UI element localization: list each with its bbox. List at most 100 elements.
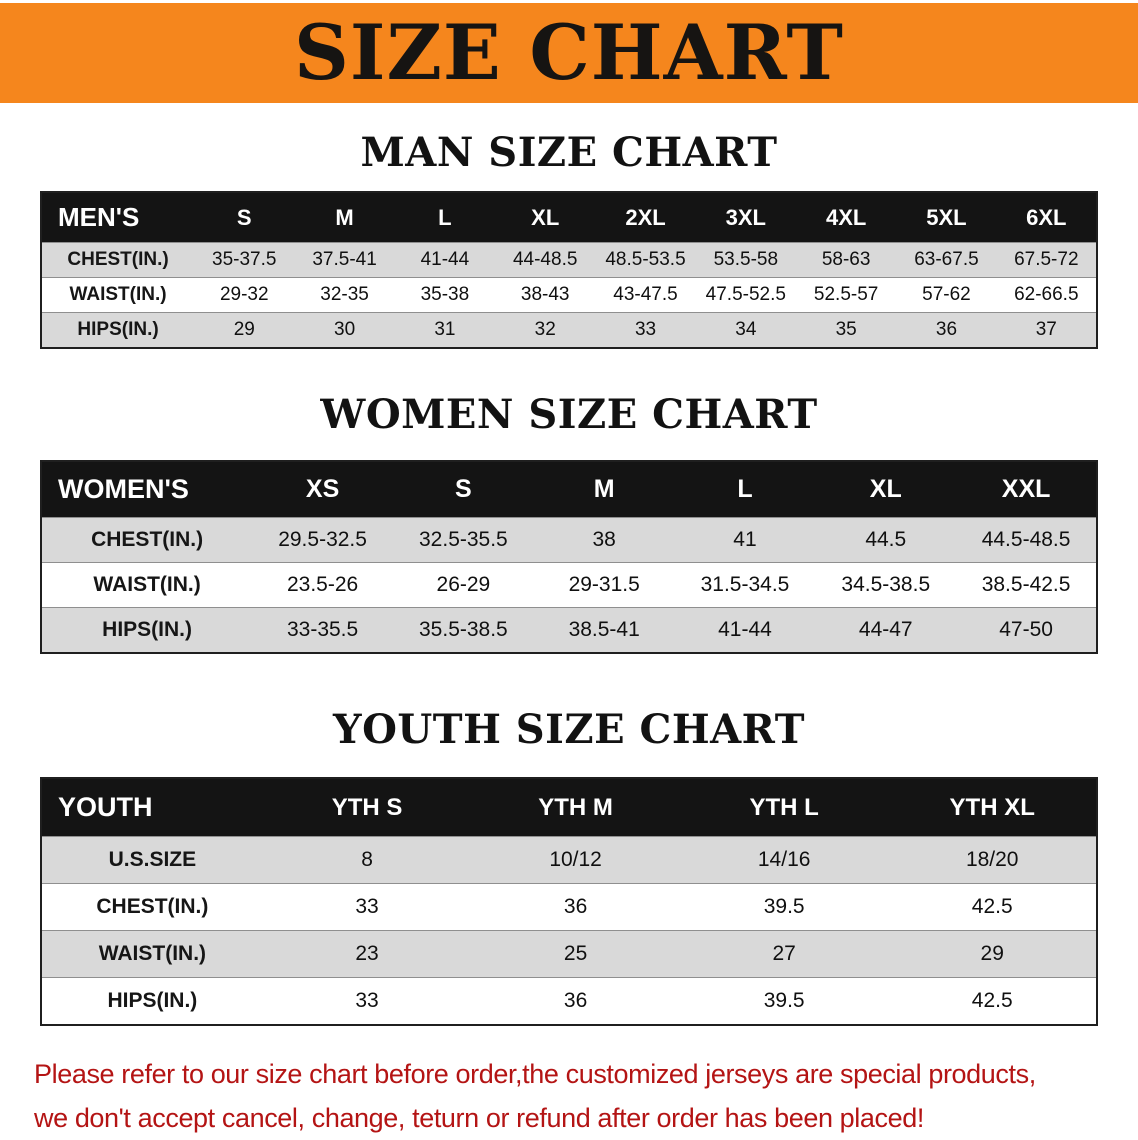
- measurement-label: WAIST(IN.): [93, 573, 201, 596]
- size-column-header: YTH L: [749, 793, 819, 821]
- measurement-value: 42.5: [971, 989, 1013, 1012]
- measurement-value: 29: [980, 942, 1004, 965]
- youth-section-heading: YOUTH SIZE CHART: [333, 706, 805, 753]
- measurement-value: 26-29: [436, 573, 491, 596]
- women-size-table: WOMEN'S XS S M L XL XXL CHEST(IN.) 29.5-32.5 32.5…: [40, 460, 1098, 654]
- size-column-header: M: [593, 475, 615, 503]
- measurement-label: CHEST(IN.): [91, 528, 204, 551]
- size-column-header: YTH S: [331, 793, 403, 821]
- size-chart-banner: SIZE CHART: [0, 3, 1138, 103]
- measurement-value: 35.5-38.5: [419, 618, 508, 641]
- measurement-value: 29: [233, 319, 255, 340]
- size-column-header: 5XL: [926, 204, 967, 230]
- measurement-value: 35-37.5: [212, 249, 277, 270]
- measurement-value: 36: [563, 895, 588, 918]
- measurement-value: 35-38: [420, 284, 470, 305]
- size-column-header: XL: [531, 204, 560, 230]
- size-column-header: S: [236, 204, 252, 230]
- measurement-row: CHEST(IN.) 33 36 39.5 42.5: [41, 883, 1097, 931]
- size-column-header: M: [335, 204, 354, 230]
- disclaimer-text: Please refer to our size chart before or…: [0, 1052, 1138, 1140]
- measurement-value: 43-47.5: [613, 284, 678, 305]
- measurement-value: 39.5: [763, 895, 805, 918]
- measurement-row: WAIST(IN.) 29-32 32-35 35-38 38-43 43-47.5 47.…: [41, 277, 1097, 313]
- measurement-value: 36: [935, 319, 958, 340]
- measurement-value: 57-62: [922, 284, 971, 305]
- men-size-table: MEN'S S M L XL 2XL 3XL 4XL 5XL 6XL CHEST(IN.) 35-37…: [40, 191, 1098, 349]
- measurement-value: 44.5: [865, 528, 907, 551]
- measurement-label: WAIST(IN.): [98, 942, 207, 965]
- measurement-row: HIPS(IN.) 33-35.5 35.5-38.5 38.5-41 41-44 44-…: [41, 607, 1097, 653]
- measurement-row: CHEST(IN.) 29.5-32.5 32.5-35.5 38 41 44.5 44.5…: [41, 517, 1097, 563]
- measurement-value: 52.5-57: [813, 284, 879, 305]
- measurement-value: 41-44: [718, 618, 772, 641]
- measurement-value: 44-48.5: [512, 249, 578, 270]
- measurement-value: 32: [534, 319, 556, 340]
- measurement-value: 47.5-52.5: [705, 284, 786, 305]
- measurement-value: 38: [592, 528, 616, 551]
- size-header-row: YOUTH YTH S YTH M YTH L YTH XL: [41, 778, 1097, 837]
- table-corner-label: YOUTH: [58, 792, 153, 822]
- measurement-value: 63-67.5: [914, 249, 979, 270]
- measurement-value: 18/20: [965, 848, 1019, 871]
- size-column-header: 2XL: [625, 204, 666, 230]
- table-corner-label: WOMEN'S: [58, 474, 189, 504]
- measurement-value: 38.5-41: [568, 618, 640, 641]
- measurement-value: 33: [355, 895, 379, 918]
- measurement-value: 39.5: [763, 989, 805, 1012]
- measurement-value: 33: [634, 319, 657, 340]
- size-column-header: L: [438, 204, 452, 230]
- youth-size-table: YOUTH YTH S YTH M YTH L YTH XL U.S.SIZE 8 10/12…: [40, 777, 1098, 1026]
- measurement-value: 38.5-42.5: [981, 573, 1071, 596]
- measurement-value: 58-63: [821, 249, 871, 270]
- men-section-heading: MAN SIZE CHART: [360, 129, 778, 176]
- measurement-value: 44-47: [858, 618, 913, 641]
- measurement-value: 34.5-38.5: [841, 573, 931, 596]
- measurement-value: 44.5-48.5: [981, 528, 1071, 551]
- measurement-value: 14/16: [757, 848, 811, 871]
- measurement-value: 29.5-32.5: [278, 528, 367, 551]
- measurement-label: CHEST(IN.): [96, 895, 209, 918]
- measurement-value: 38-43: [520, 284, 570, 305]
- size-column-header: XXL: [1001, 475, 1051, 503]
- women-size-section: WOMEN SIZE CHART WOMEN'S XS S M L XL XXL CHEST(…: [0, 391, 1138, 654]
- size-header-row: MEN'S S M L XL 2XL 3XL 4XL 5XL 6XL: [41, 192, 1097, 243]
- measurement-row: HIPS(IN.) 29 30 31 32 33 34 35 36 37: [41, 312, 1097, 348]
- measurement-value: 23.5-26: [286, 573, 359, 596]
- women-section-heading: WOMEN SIZE CHART: [320, 391, 818, 438]
- measurement-value: 34: [735, 319, 757, 340]
- measurement-value: 27: [772, 942, 796, 965]
- measurement-value: 30: [334, 319, 356, 340]
- measurement-value: 53.5-58: [713, 249, 779, 270]
- table-corner-label: MEN'S: [58, 202, 140, 232]
- measurement-value: 32.5-35.5: [419, 528, 508, 551]
- measurement-row: U.S.SIZE 8 10/12 14/16 18/20: [41, 836, 1097, 884]
- measurement-row: WAIST(IN.) 23.5-26 26-29 29-31.5 31.5-34.5 34…: [41, 562, 1097, 608]
- measurement-value: 8: [361, 848, 373, 871]
- size-column-header: YTH XL: [949, 793, 1035, 821]
- measurement-value: 31.5-34.5: [700, 573, 790, 596]
- measurement-value: 37.5-41: [312, 249, 377, 270]
- measurement-row: CHEST(IN.) 35-37.5 37.5-41 41-44 44-48.5 48.5…: [41, 242, 1097, 278]
- disclaimer-line-2: we don't accept cancel, change, teturn o…: [34, 1103, 924, 1133]
- measurement-value: 10/12: [549, 848, 602, 871]
- measurement-value: 41-44: [420, 249, 470, 270]
- measurement-value: 25: [563, 942, 588, 965]
- measurement-value: 48.5-53.5: [605, 249, 686, 270]
- measurement-label: HIPS(IN.): [77, 319, 159, 340]
- size-column-header: XL: [869, 475, 902, 503]
- size-column-header: S: [455, 475, 472, 503]
- youth-size-section: YOUTH SIZE CHART YOUTH YTH S YTH M YTH L YTH…: [0, 706, 1138, 1026]
- measurement-value: 42.5: [971, 895, 1013, 918]
- measurement-value: 47-50: [999, 618, 1053, 641]
- size-column-header: 3XL: [725, 204, 766, 230]
- measurement-value: 36: [563, 989, 588, 1012]
- measurement-value: 35: [835, 319, 857, 340]
- measurement-value: 32-35: [320, 284, 369, 305]
- measurement-value: 41: [733, 528, 757, 551]
- men-size-section: MAN SIZE CHART MEN'S S M L XL 2XL 3XL 4XL 5XL 6XL…: [0, 129, 1138, 349]
- size-column-header: XS: [305, 475, 340, 503]
- size-header-row: WOMEN'S XS S M L XL XXL: [41, 461, 1097, 518]
- measurement-row: HIPS(IN.) 33 36 39.5 42.5: [41, 977, 1097, 1025]
